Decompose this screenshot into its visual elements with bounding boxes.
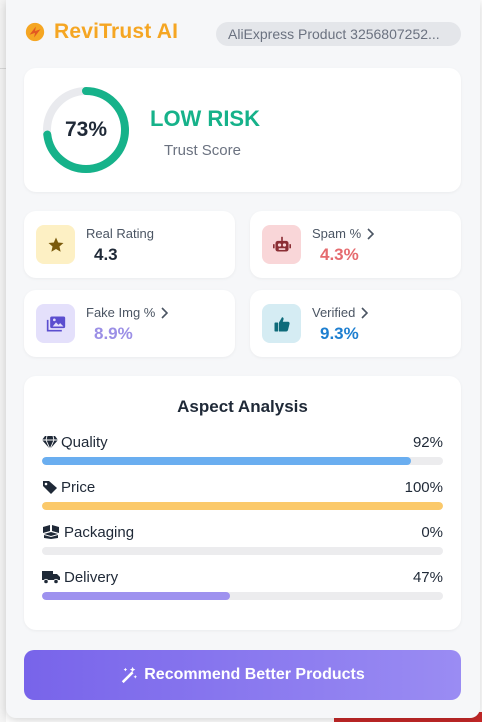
image-icon <box>36 304 75 343</box>
metric-verified[interactable]: Verified 9.3% <box>250 290 461 357</box>
trust-score-label: Trust Score <box>164 142 241 159</box>
boxes-icon <box>43 525 59 539</box>
robot-icon <box>262 225 301 264</box>
product-id-pill: AliExpress Product 3256807252... <box>216 22 461 46</box>
brand-logo-icon <box>25 22 45 42</box>
extension-popup: ReviTrust AI AliExpress Product 32568072… <box>6 0 480 718</box>
metric-value: 8.9% <box>94 324 133 343</box>
metric-fake-img[interactable]: Fake Img % 8.9% <box>24 290 235 357</box>
chevron-right-icon <box>367 227 375 240</box>
magic-wand-icon <box>122 666 138 684</box>
popup-header: ReviTrust AI AliExpress Product 32568072… <box>6 0 480 68</box>
aspect-bar-fill <box>42 502 443 510</box>
aspect-bar-fill <box>42 457 411 465</box>
metric-label: Spam % <box>312 226 375 241</box>
chevron-right-icon <box>161 306 169 319</box>
star-icon <box>36 225 75 264</box>
aspect-bar-track <box>42 592 443 600</box>
metric-spam[interactable]: Spam % 4.3% <box>250 211 461 278</box>
truck-icon <box>42 571 60 584</box>
aspect-analysis-card: Aspect Analysis Quality 92% Price 100% P… <box>24 376 461 630</box>
metric-label: Real Rating <box>86 226 154 241</box>
aspect-bar-track <box>42 457 443 465</box>
aspect-bar-track <box>42 502 443 510</box>
chevron-right-icon <box>361 306 369 319</box>
aspect-label: Price <box>61 479 96 496</box>
trust-score-card: 73% LOW RISK Trust Score <box>24 68 461 192</box>
aspect-analysis-title: Aspect Analysis <box>177 397 308 416</box>
aspect-bar-track <box>42 547 443 555</box>
recommend-button-label: Recommend Better Products <box>144 666 365 683</box>
metric-label: Fake Img % <box>86 305 169 320</box>
recommend-better-products-button[interactable]: Recommend Better Products <box>24 650 461 700</box>
aspect-label: Packaging <box>64 524 135 541</box>
brand: ReviTrust AI <box>24 20 178 44</box>
background-divider <box>0 68 6 69</box>
risk-level: LOW RISK <box>150 106 260 131</box>
aspect-percent: 47% <box>412 569 443 586</box>
gem-icon <box>42 435 58 449</box>
trust-score-value: 73% <box>64 118 108 141</box>
aspect-row-quality: Quality 92% <box>42 434 443 474</box>
aspect-label: Quality <box>61 434 108 451</box>
aspect-row-price: Price 100% <box>42 479 443 519</box>
thumbs-up-icon <box>262 304 301 343</box>
tag-icon <box>43 481 57 494</box>
aspect-percent: 0% <box>421 524 443 541</box>
aspect-label: Delivery <box>64 569 119 586</box>
metric-label: Verified <box>312 305 369 320</box>
brand-name: ReviTrust AI <box>54 20 179 43</box>
aspect-row-packaging: Packaging 0% <box>42 524 443 564</box>
metric-value: 4.3 <box>94 245 118 264</box>
metric-real-rating: Real Rating 4.3 <box>24 211 235 278</box>
background-page <box>0 0 6 722</box>
aspect-row-delivery: Delivery 47% <box>42 569 443 609</box>
metric-value: 4.3% <box>320 245 359 264</box>
aspect-percent: 92% <box>412 434 443 451</box>
aspect-bar-fill <box>42 592 231 600</box>
trust-score-gauge <box>43 87 129 173</box>
aspect-percent: 100% <box>404 479 443 496</box>
metric-value: 9.3% <box>320 324 359 343</box>
